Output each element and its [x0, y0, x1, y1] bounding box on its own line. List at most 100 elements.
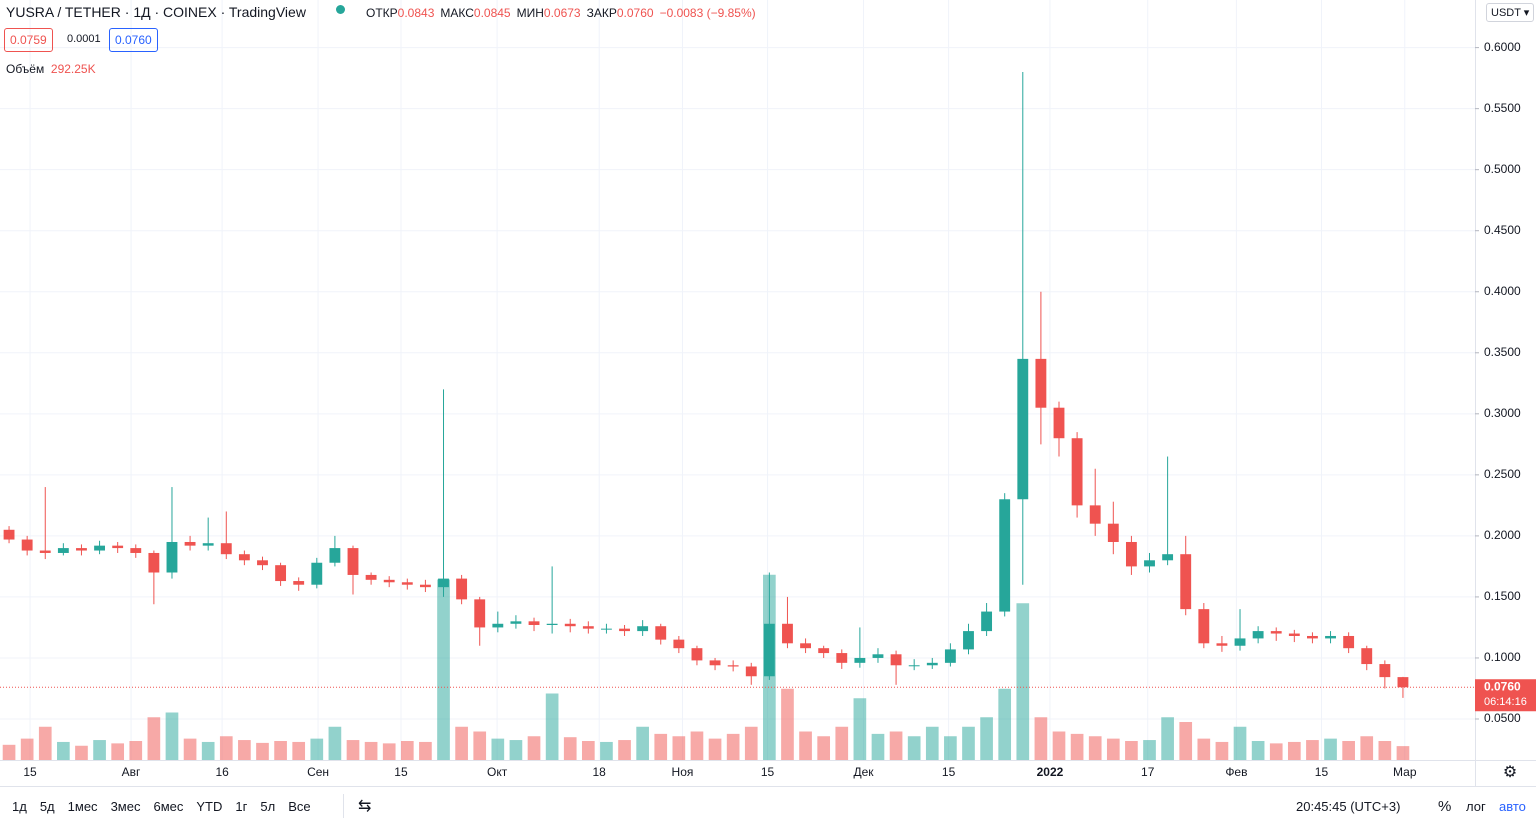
y-tick-label: 0.6000: [1484, 40, 1521, 54]
x-tick-label: Мар: [1393, 765, 1417, 779]
volume-bar: [871, 733, 885, 760]
candle-body: [1089, 505, 1101, 524]
y-tick-label: 0.5000: [1484, 162, 1521, 176]
volume-bar: [527, 736, 541, 760]
range-button[interactable]: 1д: [12, 799, 27, 814]
volume-bar: [817, 736, 831, 760]
candle-body: [1270, 631, 1282, 634]
candle-body: [1180, 554, 1192, 610]
volume-bar: [419, 741, 432, 760]
y-tick-label: 0.4500: [1484, 223, 1521, 237]
bid-price[interactable]: 0.0759: [4, 28, 53, 52]
volume-bar: [364, 741, 378, 760]
volume-bar: [799, 731, 812, 760]
candle-body: [818, 648, 830, 654]
candle-body: [1288, 633, 1300, 636]
volume-bar: [1306, 740, 1319, 760]
volume-bar: [781, 688, 794, 760]
currency-button[interactable]: USDT ▾: [1486, 3, 1535, 22]
volume-bar: [1034, 717, 1048, 760]
ohlc-label: ОТКР: [366, 6, 398, 20]
candle-body: [238, 554, 250, 561]
volume-bar: [581, 741, 595, 760]
ohlc-label: ЗАКР: [586, 6, 617, 20]
candle-body: [1144, 560, 1155, 567]
volume-bar: [672, 736, 686, 760]
auto-toggle[interactable]: авто: [1499, 799, 1526, 814]
x-tick-label: 15: [394, 765, 408, 779]
volume-bar: [238, 740, 251, 760]
range-button[interactable]: Все: [288, 799, 311, 814]
range-button[interactable]: 1мес: [67, 799, 98, 814]
percent-toggle[interactable]: %: [1438, 798, 1452, 815]
range-button[interactable]: 5л: [260, 799, 276, 814]
range-button[interactable]: 6мес: [153, 799, 184, 814]
x-tick-label: 15: [1315, 765, 1329, 779]
x-tick-label: 15: [942, 765, 956, 779]
x-tick-label: Фев: [1225, 765, 1247, 779]
volume-bar: [944, 736, 957, 760]
candle-body: [1071, 438, 1083, 506]
candle-body: [202, 543, 214, 546]
candle-body: [94, 545, 105, 551]
settings-icon[interactable]: ⚙: [1503, 764, 1517, 781]
candle-body: [745, 666, 757, 677]
compare-icon[interactable]: ⇆: [358, 798, 372, 815]
volume-bar: [1378, 741, 1392, 760]
candle-body: [872, 654, 884, 658]
volume-bar: [1052, 731, 1066, 760]
volume-bar: [654, 733, 668, 760]
clock: 20:45:45 (UTC+3): [1296, 799, 1401, 814]
volume-bar: [1360, 736, 1374, 760]
candle-body: [890, 654, 902, 666]
symbol[interactable]: YUSRA / TETHER · 1Д · COINEX · TradingVi…: [6, 4, 306, 20]
candle-body: [727, 665, 739, 667]
volume-bar: [147, 717, 161, 760]
volume-bar: [1287, 741, 1301, 760]
volume-legend: Объём 292.25K: [6, 62, 96, 76]
volume-bar: [563, 737, 577, 760]
log-toggle[interactable]: лог: [1466, 799, 1486, 814]
volume-bar: [600, 741, 613, 760]
candle-body: [39, 550, 51, 553]
x-tick-label: Авг: [122, 765, 141, 779]
volume-bar: [962, 726, 975, 760]
candle-body: [963, 631, 974, 650]
candle-body: [763, 623, 775, 677]
volume-bar: [201, 741, 215, 760]
x-tick-label: 2022: [1037, 765, 1064, 779]
range-button[interactable]: 3мес: [110, 799, 141, 814]
volume-value: 292.25K: [50, 62, 96, 76]
candle-body: [474, 599, 486, 628]
range-button[interactable]: 5д: [39, 799, 55, 814]
candle-body: [1234, 638, 1246, 646]
candle-body: [1307, 635, 1318, 639]
range-button[interactable]: 1г: [235, 799, 248, 814]
x-tick-label: Окт: [487, 765, 508, 779]
y-tick-label: 0.0500: [1484, 711, 1521, 725]
volume-bar: [382, 743, 396, 760]
volume-bar: [1106, 738, 1120, 760]
candle-body: [800, 643, 811, 649]
volume-bar: [980, 717, 993, 760]
x-tick-label: 15: [23, 765, 37, 779]
candle-body: [709, 660, 721, 666]
candle-body: [220, 543, 232, 555]
candle-body: [1107, 523, 1119, 542]
volume-bar: [998, 688, 1012, 760]
volume-bar: [455, 726, 468, 760]
ohlc-label: МАКС: [440, 6, 474, 20]
range-button[interactable]: YTD: [196, 799, 223, 814]
ask-price[interactable]: 0.0760: [109, 28, 158, 52]
ohlc-value: 0.0845: [473, 6, 511, 20]
candle-body: [691, 648, 703, 661]
volume-bar: [690, 731, 704, 760]
y-tick-label: 0.4000: [1484, 284, 1521, 298]
candle-body: [1361, 648, 1373, 665]
candle-body: [510, 621, 522, 624]
candle-body: [311, 562, 323, 585]
candle-body: [528, 621, 540, 625]
x-tick-label: Сен: [307, 765, 329, 779]
currency[interactable]: USDT: [1491, 7, 1521, 19]
